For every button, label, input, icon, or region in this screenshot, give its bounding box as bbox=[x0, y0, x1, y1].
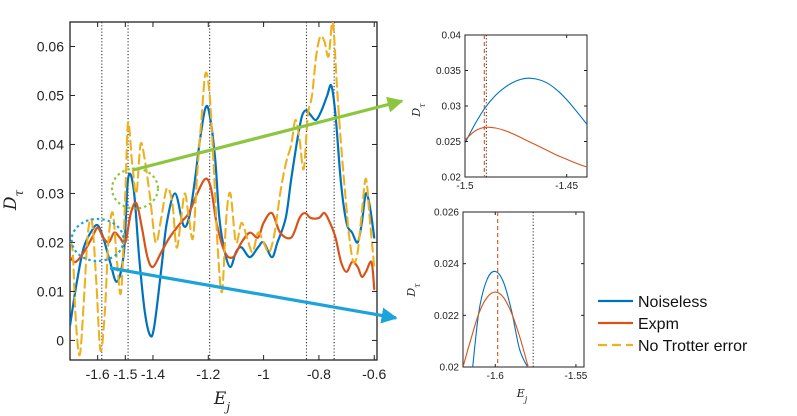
main-ytick-label: 0.04 bbox=[37, 136, 64, 152]
inset-bottom-ylabel: Dτ bbox=[405, 283, 422, 298]
inset-top-ytick-label: 0.04 bbox=[442, 31, 462, 42]
main-ytick-label: 0 bbox=[56, 332, 64, 348]
legend: Noiseless Expm No Trotter error bbox=[598, 294, 748, 355]
main-xtick-label: -1.2 bbox=[196, 366, 220, 382]
main-ylabel: Dτ bbox=[1, 190, 26, 212]
annotations bbox=[70, 96, 404, 324]
inset-top-ytick-label: 0.03 bbox=[442, 102, 462, 113]
inset-top-ylabel: Dτ bbox=[410, 103, 427, 118]
inset-bottom-plot: 0.02 0.022 0.024 0.026 -1.6 -1.55 Dτ Ej bbox=[405, 208, 588, 404]
inset-top-xtick-label: -1.5 bbox=[456, 181, 474, 192]
legend-label-noiseless: Noiseless bbox=[638, 294, 707, 311]
inset-bottom-series-expm bbox=[463, 291, 529, 367]
inset-bottom-ytick-label: 0.026 bbox=[434, 208, 459, 219]
legend-label-no-trotter-error: No Trotter error bbox=[638, 338, 748, 355]
inset-bottom-xlabel: Ej bbox=[516, 387, 528, 404]
inset-bottom-xtick-label: -1.6 bbox=[487, 371, 505, 382]
main-xlabel: Ej bbox=[213, 389, 230, 414]
main-ytick-label: 0.01 bbox=[37, 283, 64, 299]
inset-bottom-ytick-label: 0.022 bbox=[434, 311, 459, 322]
inset-top-series-noiseless bbox=[465, 77, 587, 144]
inset-bottom-ytick-label: 0.024 bbox=[434, 259, 459, 270]
inset-bottom-ytick-label: 0.02 bbox=[440, 363, 460, 374]
main-ytick-label: 0.06 bbox=[37, 38, 64, 54]
inset-top-ytick-label: 0.035 bbox=[436, 66, 461, 77]
main-xtick-label: -1 bbox=[257, 366, 270, 382]
main-xtick-label: -1.5 bbox=[113, 366, 137, 382]
inset-bottom-xtick-label: -1.55 bbox=[565, 371, 588, 382]
main-xtick-label: -0.8 bbox=[307, 366, 331, 382]
inset-bottom-frame bbox=[462, 211, 585, 368]
main-plot-frame bbox=[69, 21, 378, 361]
annotation-arrow-green bbox=[132, 96, 404, 172]
main-xtick-label: -1.4 bbox=[141, 366, 165, 382]
main-xtick-label: -0.6 bbox=[362, 366, 386, 382]
legend-label-expm: Expm bbox=[638, 316, 679, 333]
main-plot: 0 0.01 0.02 0.03 0.04 0.05 0.06 -1.6 -1.5 -1.4 -1… bbox=[1, 21, 387, 414]
inset-bottom-series-noiseless bbox=[472, 270, 529, 367]
inset-top-xtick-label: -1.45 bbox=[555, 181, 578, 192]
inset-top-frame bbox=[464, 34, 588, 178]
main-series-noiseless bbox=[70, 83, 376, 338]
main-ytick-label: 0.02 bbox=[37, 234, 64, 250]
main-ytick-label: 0.03 bbox=[37, 185, 64, 201]
annotation-ellipse-blue bbox=[70, 217, 125, 263]
annotation-arrow-blue bbox=[109, 266, 398, 324]
main-ytick-label: 0.05 bbox=[37, 87, 64, 103]
inset-top-plot: 0.02 0.025 0.03 0.035 0.04 -1.5 -1.45 Dτ bbox=[410, 31, 588, 192]
inset-top-ytick-label: 0.025 bbox=[436, 137, 461, 148]
inset-top-series-expm bbox=[465, 126, 587, 168]
main-xtick-label: -1.6 bbox=[86, 366, 110, 382]
main-series-expm bbox=[70, 177, 376, 291]
inset-top-ytick-label: 0.02 bbox=[442, 173, 462, 184]
